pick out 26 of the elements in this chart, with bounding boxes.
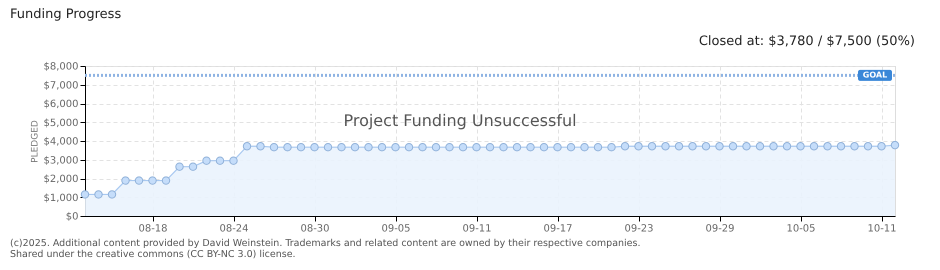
y-tick-label: $5,000 — [44, 118, 78, 129]
text: Shared under the creative commons (CC BY-NC 3.0) license. — [10, 249, 296, 260]
y-tick-label: $3,000 — [44, 155, 78, 166]
x-tick-label: 10-05 — [786, 224, 816, 234]
x-tick-label: 09-23 — [624, 224, 654, 234]
y-tick-label: $8,000 — [44, 62, 78, 72]
chart-title: Funding Progress — [10, 7, 122, 22]
x-tick-label: 09-17 — [543, 224, 573, 234]
x-tick-label: 08-30 — [300, 224, 330, 234]
y-tick-label: $2,000 — [44, 174, 78, 185]
y-tick-label: $7,000 — [44, 80, 78, 92]
y-tick-label: $4,000 — [44, 136, 78, 148]
x-tick-label: 09-05 — [381, 224, 411, 234]
x-tick-label: 10-11 — [867, 224, 897, 234]
y-tick-label: $6,000 — [44, 99, 78, 110]
x-tick-label: 08-24 — [219, 224, 249, 234]
annotation: Project Funding Unsuccessful — [343, 111, 577, 130]
text: (c)2025. Additional content provided by David Weinstein. Trademarks and related content are owned by their respective companies. — [10, 238, 640, 249]
y-tick-label: $1,000 — [44, 192, 78, 204]
x-tick-label: 08-18 — [138, 224, 168, 234]
ref-line-label: GOAL — [862, 70, 888, 80]
y-tick-label: $0 — [66, 212, 78, 222]
chart-subtitle: Closed at: $3,780 / $7,500 (50%) — [698, 34, 915, 49]
x-tick-label: 09-29 — [705, 224, 735, 234]
y-axis-title: PLEDGED — [30, 120, 41, 163]
x-tick-label: 09-11 — [462, 224, 492, 234]
